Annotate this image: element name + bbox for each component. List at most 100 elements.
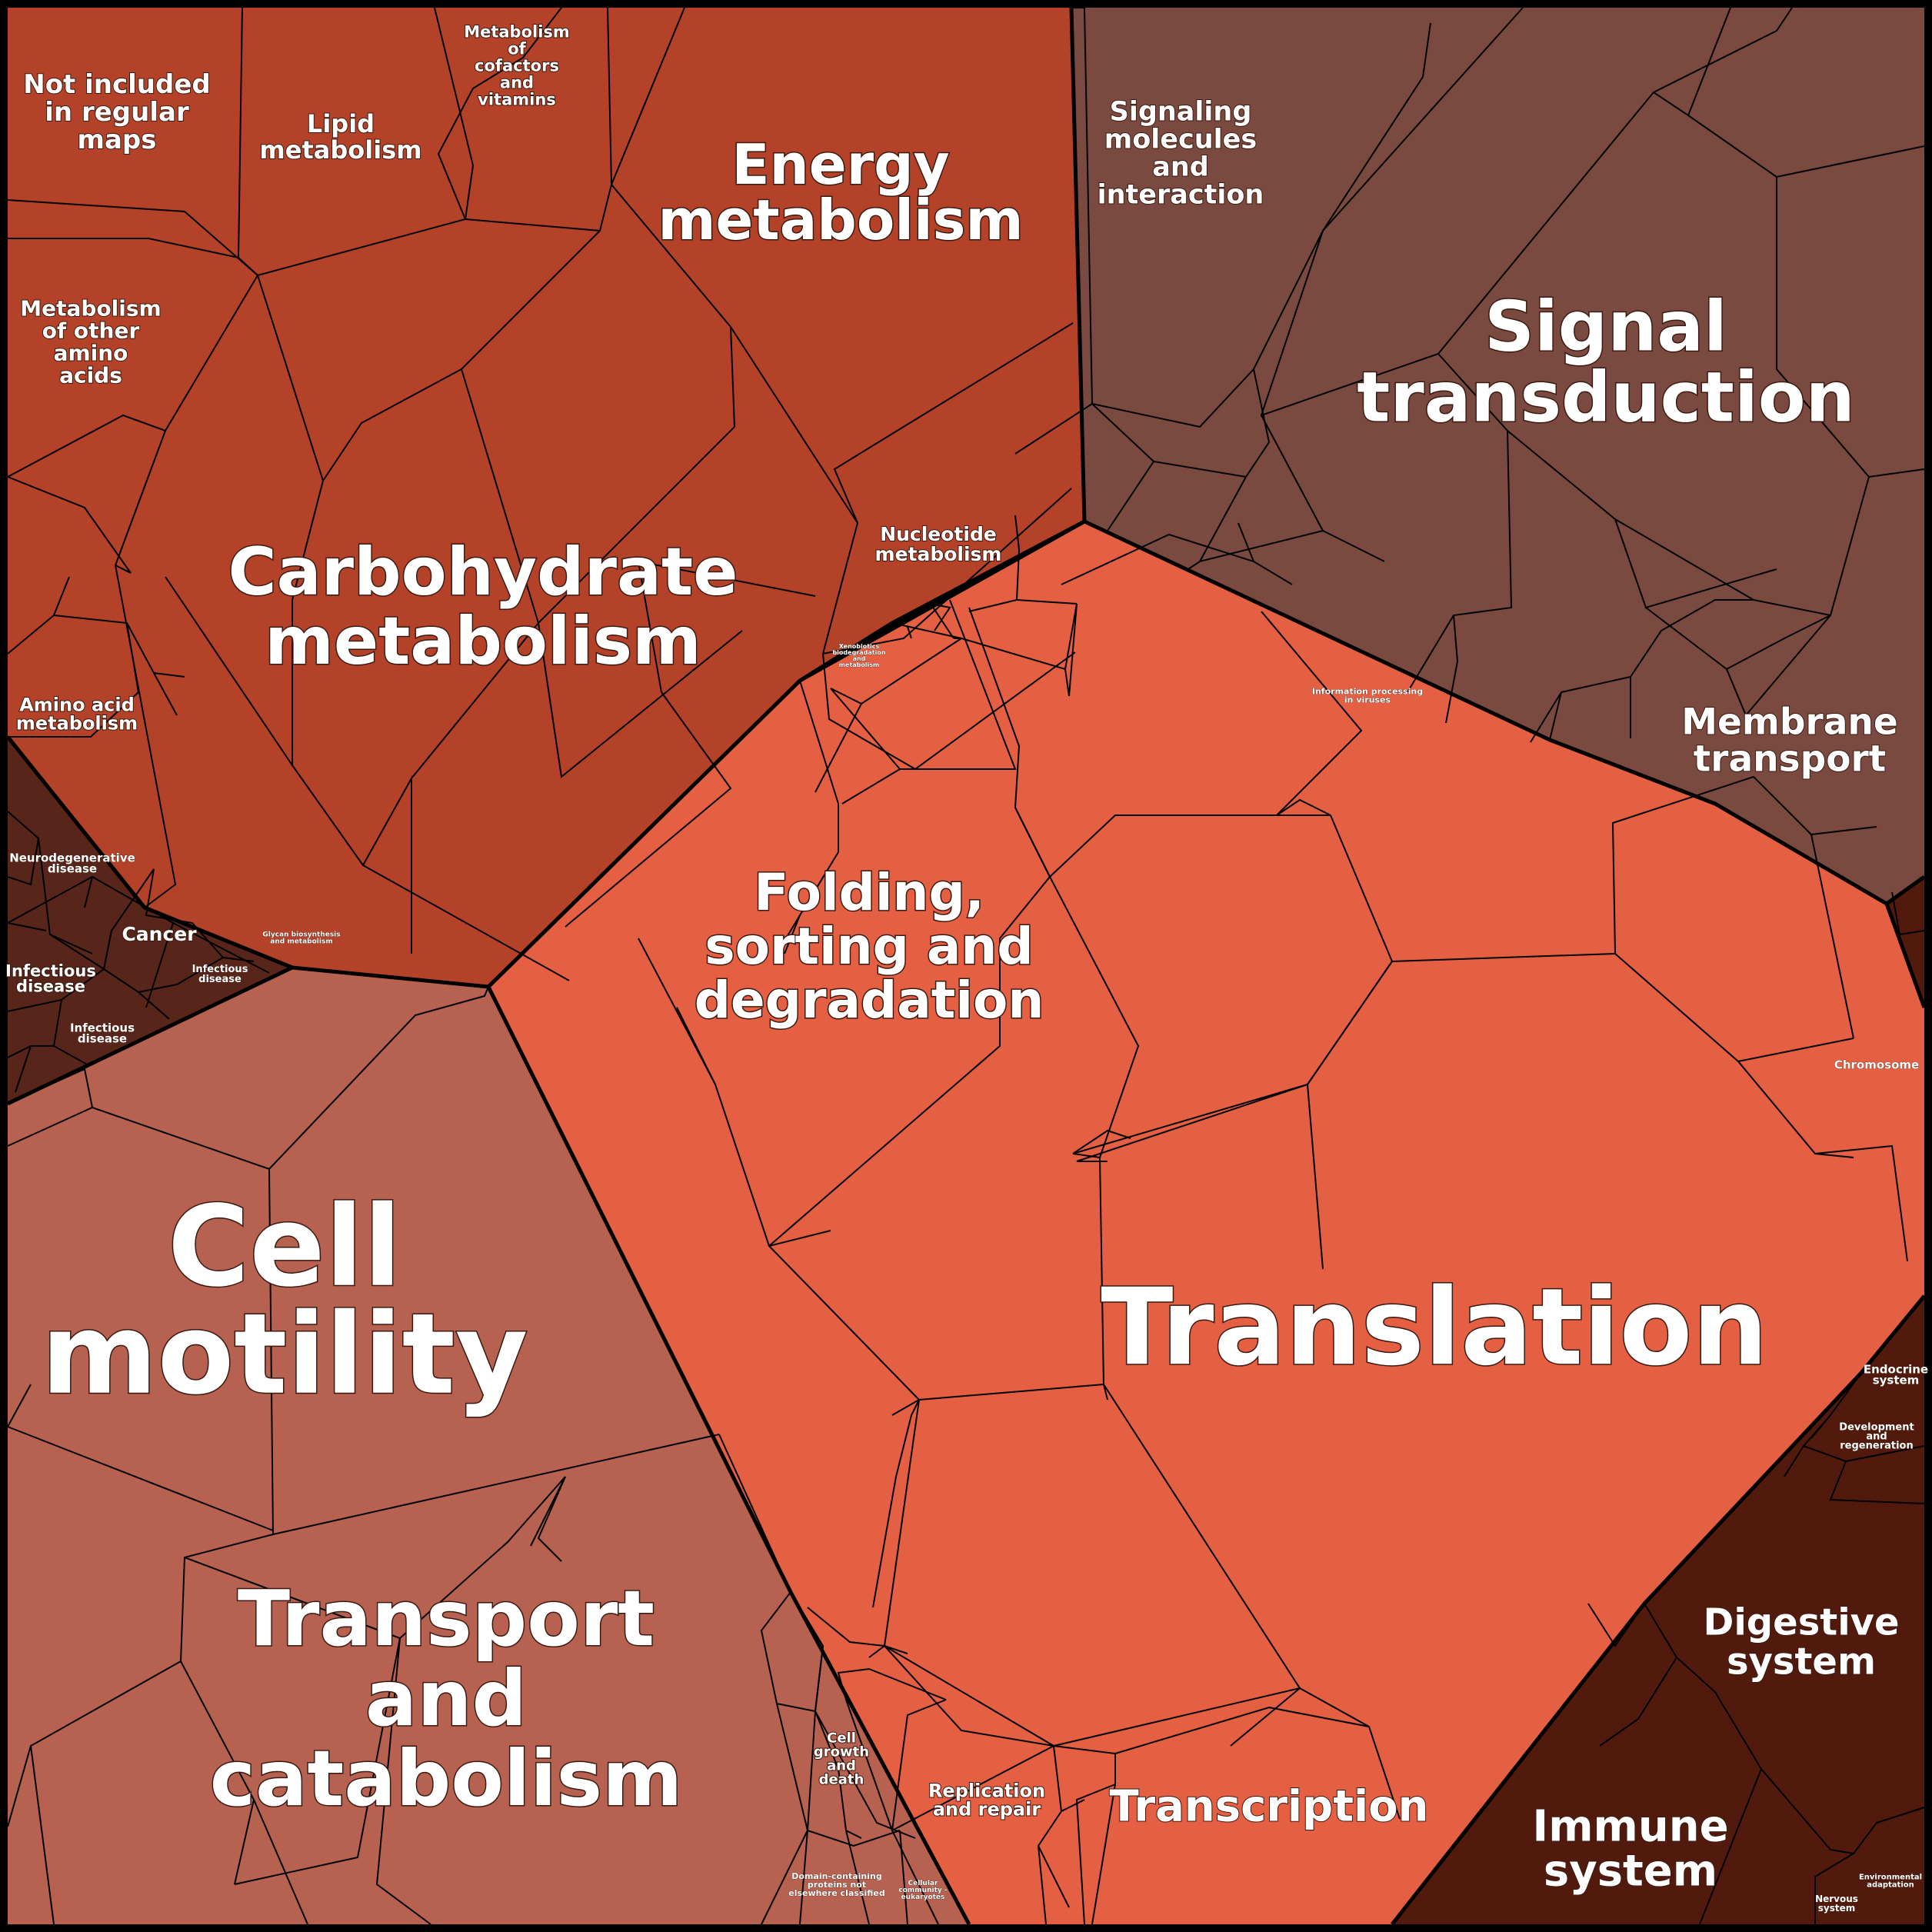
label-line: in viruses — [1344, 695, 1391, 705]
label-line: Energy — [731, 132, 949, 197]
label-chromosome: Chromosome — [1834, 1058, 1919, 1071]
label-digestive-system: Digestive system — [1703, 1601, 1899, 1683]
label-line: acids — [59, 362, 122, 388]
label-not-included: Not included in regular maps — [23, 69, 211, 155]
label-line: system — [1873, 1373, 1920, 1387]
label-line: metabolism — [658, 188, 1023, 252]
label-line: Translation — [1101, 1265, 1767, 1389]
label-line: Xenobiotics — [839, 643, 880, 650]
label-line: Nucleotide — [880, 523, 997, 545]
label-line: community - — [898, 1887, 947, 1894]
label-line: and — [1152, 152, 1209, 182]
region-organismal-sliver — [1887, 877, 1924, 1008]
label-line: Endocrine — [1864, 1362, 1928, 1376]
label-line: Development — [1839, 1422, 1914, 1434]
label-line: cofactors — [475, 56, 559, 75]
label-line: and — [827, 1757, 856, 1774]
label-line: transduction — [1357, 358, 1854, 438]
label-line: regeneration — [1840, 1441, 1913, 1452]
label-line: proteins not — [808, 1880, 866, 1890]
label-line: and — [1866, 1431, 1887, 1443]
label-signaling-molecules: Signaling molecules and interaction — [1098, 96, 1264, 210]
label-line: disease — [78, 1031, 127, 1045]
label-lipid-metabolism: Lipid metabolism — [259, 109, 421, 165]
label-development-regeneration: Development and regeneration — [1839, 1422, 1914, 1452]
label-transport-catabolism: Transport and catabolism — [210, 1574, 683, 1824]
disease-subcells — [7, 811, 255, 1093]
label-neurodegenerative-disease: Neurodegenerative disease — [9, 851, 135, 875]
label-line: Cell — [827, 1730, 856, 1746]
label-carbohydrate-metabolism: Carbohydrate metabolism — [228, 534, 738, 680]
label-glycan: Glycan biosynthesis and metabolism — [262, 931, 340, 946]
label-line: Digestive — [1703, 1601, 1899, 1644]
label-infectious-disease-1: Infectious disease — [5, 961, 96, 995]
label-line: Carbohydrate — [228, 534, 738, 611]
label-line: and repair — [933, 1798, 1041, 1820]
label-line: motility — [42, 1290, 528, 1420]
label-cofactors-vitamins: Metabolism of cofactors and vitamins — [464, 22, 570, 108]
organismal-subcells — [1599, 891, 1925, 1925]
label-infectious-disease-3: Infectious disease — [70, 1021, 135, 1045]
label-domain-proteins: Domain-containing proteins not elsewhere c… — [788, 1871, 884, 1898]
label-line: elsewhere classified — [788, 1888, 884, 1898]
label-line: Amino acid — [19, 694, 135, 715]
label-line: Signal — [1484, 287, 1727, 368]
label-folding-sorting: Folding, sorting and degradation — [695, 863, 1044, 1030]
label-energy-metabolism: Energy metabolism — [658, 132, 1023, 252]
label-cancer: Cancer — [122, 923, 197, 945]
region-genetic-processing — [488, 521, 1924, 1924]
label-line: Cancer — [122, 923, 197, 945]
label-line: molecules — [1104, 124, 1257, 155]
genetic-subcells — [638, 607, 1908, 1925]
region-cellular-processes — [8, 968, 969, 1924]
label-line: and metabolism — [270, 938, 332, 946]
label-cell-growth-death: Cell growth and death — [814, 1730, 869, 1787]
label-cell-motility: Cell motility — [42, 1182, 528, 1420]
label-line: Domain-containing — [791, 1871, 881, 1881]
label-line: disease — [16, 977, 85, 995]
label-line: Transcription — [1109, 1782, 1428, 1832]
label-cellular-community: Cellular community -eukaryotes — [898, 1880, 947, 1901]
label-line: Nervous — [1815, 1894, 1858, 1904]
label-transcription: Transcription — [1109, 1782, 1428, 1832]
label-line: and — [365, 1654, 527, 1744]
label-line: Neurodegenerative — [9, 851, 135, 864]
label-line: Lipid — [307, 109, 375, 138]
label-line: Cell — [168, 1182, 401, 1312]
label-endocrine-system: Endocrine system — [1864, 1362, 1928, 1387]
label-line: Immune — [1532, 1802, 1728, 1852]
label-line: maps — [78, 125, 157, 155]
label-other-amino-acids: Metabolism of other amino acids — [20, 295, 161, 388]
label-line: death — [819, 1771, 864, 1787]
label-line: metabolism — [265, 603, 701, 680]
label-line: vitamins — [478, 90, 556, 108]
label-line: metabolism — [16, 712, 138, 734]
label-translation: Translation — [1101, 1265, 1767, 1389]
label-line: of — [508, 39, 526, 58]
label-line: metabolism — [839, 661, 880, 668]
label-signal-transduction: Signal transduction — [1357, 287, 1854, 438]
label-line: in regular — [45, 97, 189, 128]
label-line: and — [500, 73, 534, 92]
label-line: biodegradation — [832, 649, 885, 656]
label-nervous-system: Nervous system — [1815, 1894, 1858, 1914]
label-xenobiotics: Xenobiotics biodegradation and metabolism — [832, 643, 885, 668]
region-environmental-processing — [1071, 8, 1924, 904]
label-line: disease — [48, 861, 97, 875]
label-line: Environmental — [1859, 1874, 1922, 1882]
label-line: system — [1544, 1847, 1717, 1897]
label-immune-system: Immune system — [1532, 1802, 1728, 1897]
label-line: Membrane — [1681, 701, 1898, 743]
label-line: disease — [198, 974, 242, 985]
region-organismal-systems — [1392, 1296, 1924, 1924]
label-line: Metabolism — [464, 22, 570, 41]
label-line: degradation — [695, 971, 1044, 1030]
label-line: Infectious — [192, 964, 248, 975]
label-line: Cellular — [908, 1880, 938, 1887]
label-info-processing-viruses: Information processing in viruses — [1312, 686, 1423, 705]
label-line: Not included — [23, 69, 211, 100]
label-line: transport — [1694, 738, 1886, 780]
labels: Not included in regular maps Lipid metaboli… — [5, 22, 1928, 1914]
label-replication-repair: Replication and repair — [928, 1780, 1045, 1820]
